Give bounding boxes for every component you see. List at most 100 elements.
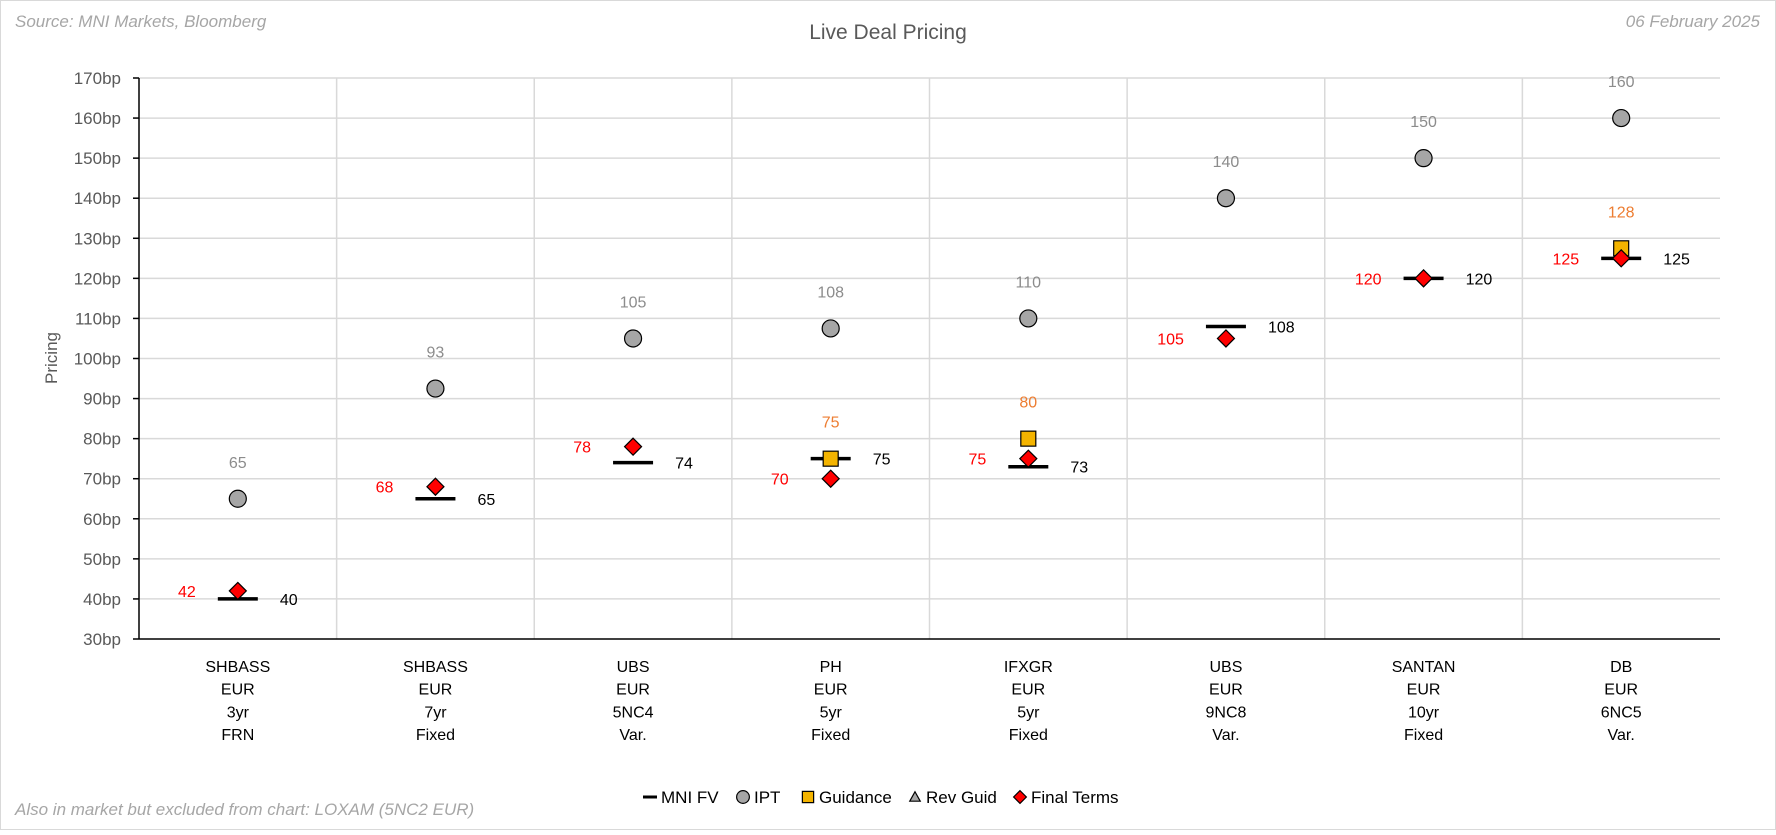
x-tick-label: 3yr [227, 704, 250, 721]
mni-fv-data-label: 75 [873, 452, 891, 469]
ipt-data-label: 140 [1213, 154, 1240, 171]
ipt-data-label: 160 [1608, 74, 1635, 91]
final-terms-marker [228, 581, 248, 601]
legend-item-mni-fv: MNI FV [643, 788, 719, 807]
y-tick-label: 140bp [74, 189, 121, 208]
footnote: Also in market but excluded from chart: … [14, 800, 474, 819]
final-terms-data-label: 42 [178, 584, 196, 601]
ipt-marker [228, 489, 247, 508]
legend-swatch [801, 790, 815, 804]
guidance-marker [1020, 430, 1037, 447]
mni-fv-data-label: 65 [477, 492, 495, 509]
final-terms-marker [1611, 248, 1631, 268]
ipt-data-label: 93 [427, 345, 445, 362]
x-tick-label: Var. [1212, 727, 1239, 744]
x-tick-label: 7yr [424, 704, 447, 721]
ipt-marker [1414, 149, 1433, 168]
x-tick-label: 6NC5 [1601, 704, 1642, 721]
x-tick-label: 5yr [1017, 704, 1040, 721]
final-terms-data-label: 68 [376, 480, 394, 497]
ipt-data-label: 105 [620, 294, 647, 311]
y-tick-label: 40bp [83, 590, 121, 609]
legend-item-guidance: Guidance [801, 788, 892, 807]
x-tick-label: Fixed [811, 727, 850, 744]
x-tick-label: SHBASS [403, 659, 468, 676]
mni-fv-data-label: 120 [1466, 271, 1493, 288]
x-tick-label: Fixed [416, 727, 455, 744]
x-tick-label: EUR [1604, 682, 1638, 699]
final-terms-marker [821, 469, 841, 489]
y-tick-label: 70bp [83, 470, 121, 489]
final-terms-marker [1414, 269, 1433, 288]
gridlines [139, 77, 1720, 639]
x-tick-label: IFXGR [1004, 659, 1053, 676]
x-tick-label: SHBASS [205, 659, 270, 676]
x-tick-label: SANTAN [1392, 659, 1456, 676]
data-marks: 40 65 74 75 73 108 120 125 65 93 105 108 110 140 150 16… [178, 74, 1690, 609]
x-tick-label: EUR [616, 682, 650, 699]
ipt-marker [821, 319, 840, 338]
x-tick-label: 5NC4 [613, 704, 654, 721]
y-axis-label: Pricing [42, 332, 61, 384]
guidance-data-label: 75 [822, 415, 840, 432]
x-tick-label: EUR [419, 682, 453, 699]
guidance-data-label: 128 [1608, 204, 1635, 221]
x-tick-label: EUR [1209, 682, 1243, 699]
final-terms-data-label: 120 [1355, 271, 1382, 288]
final-terms-marker [426, 477, 445, 497]
y-tick-label: 130bp [74, 229, 121, 248]
guidance-marker [822, 450, 839, 467]
y-tick-label: 170bp [74, 69, 121, 88]
y-tick-label: 30bp [83, 630, 121, 649]
ipt-data-label: 110 [1016, 274, 1042, 291]
legend-item-final-terms: Final Terms [1012, 788, 1119, 807]
legend-swatch [736, 790, 750, 804]
final-terms-data-label: 70 [771, 472, 789, 489]
x-tick-label: EUR [1011, 682, 1045, 699]
mni-fv-data-label: 108 [1268, 319, 1295, 336]
legend-swatch [908, 790, 922, 802]
x-tick-label: DB [1610, 659, 1632, 676]
ipt-marker [623, 329, 643, 348]
y-tick-label: 100bp [74, 350, 121, 369]
final-terms-data-label: 75 [969, 452, 987, 469]
ipt-marker [426, 379, 445, 398]
y-tick-label: 80bp [83, 430, 121, 449]
ipt-marker [1019, 309, 1038, 328]
x-tick-label: Fixed [1404, 727, 1443, 744]
legend-item-rev-guid: Rev Guid [908, 788, 997, 807]
x-tick-label: PH [820, 659, 842, 676]
legend-label: Guidance [819, 788, 892, 807]
final-terms-data-label: 78 [573, 440, 591, 457]
source-note: Source: MNI Markets, Bloomberg [15, 12, 267, 31]
legend: MNI FV IPT Guidance Rev Guid Final Terms [643, 788, 1119, 807]
y-tick-label: 160bp [74, 109, 121, 128]
guidance-data-label: 80 [1019, 395, 1037, 412]
ipt-data-label: 108 [817, 284, 844, 301]
y-tick-label: 50bp [83, 550, 121, 569]
mni-fv-data-label: 125 [1663, 251, 1690, 268]
x-tick-label: EUR [221, 682, 255, 699]
final-terms-data-label: 125 [1552, 251, 1579, 268]
x-tick-label: 10yr [1408, 704, 1440, 721]
final-terms-marker [623, 437, 643, 457]
chart-title: Live Deal Pricing [809, 21, 967, 44]
mni-fv-data-label: 73 [1070, 460, 1088, 477]
x-tick-label: EUR [814, 682, 848, 699]
ipt-marker [1216, 189, 1236, 208]
ipt-data-label: 65 [229, 455, 247, 472]
x-tick-label: FRN [221, 727, 254, 744]
final-terms-marker [1018, 449, 1038, 469]
legend-label: IPT [754, 788, 780, 807]
y-tick-label: 110bp [75, 309, 121, 328]
ipt-data-label: 150 [1410, 114, 1437, 131]
x-tick-label: 9NC8 [1205, 704, 1246, 721]
x-tick-label: UBS [1209, 659, 1242, 676]
legend-item-ipt: IPT [736, 788, 780, 807]
y-tick-label: 90bp [83, 390, 121, 409]
ipt-marker [1612, 108, 1631, 128]
legend-swatch [1012, 789, 1028, 805]
x-tick-label: Fixed [1009, 727, 1048, 744]
x-tick-label: UBS [617, 659, 650, 676]
